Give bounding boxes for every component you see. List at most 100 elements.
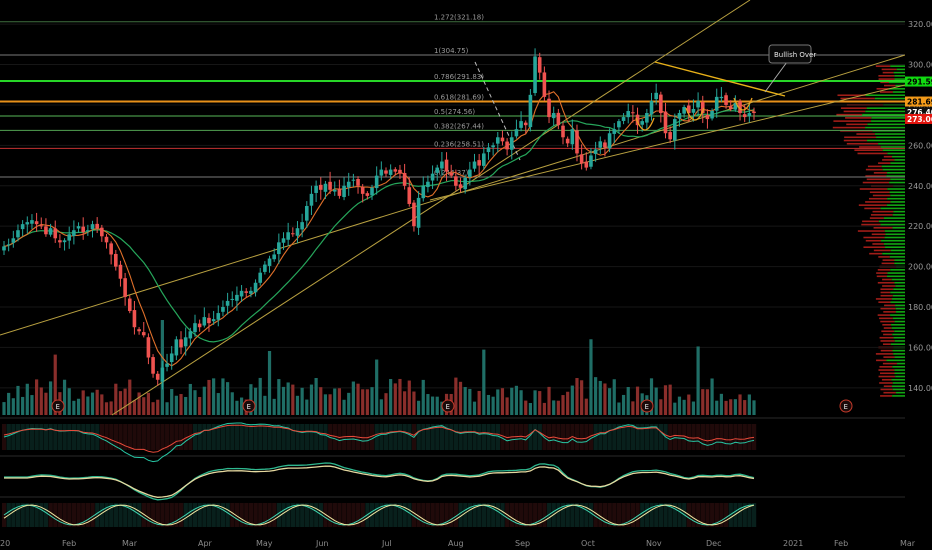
osc1-background (109, 424, 114, 450)
profile-bar-up (874, 133, 905, 135)
profile-bar-down (867, 165, 882, 168)
profile-bar-down (845, 117, 872, 119)
osc1-background (76, 424, 81, 450)
osc3-background (62, 503, 67, 527)
osc3-background (253, 503, 258, 527)
profile-bar-up (892, 395, 905, 397)
volume-bar (384, 393, 388, 415)
osc1-background (253, 424, 258, 450)
trend-line-steep (111, 0, 751, 416)
osc1-background (658, 424, 664, 450)
osc1-background (439, 424, 445, 450)
osc3-background (430, 503, 435, 527)
profile-bar-up (890, 201, 905, 203)
volume-bar (659, 399, 663, 415)
profile-bar-down (878, 162, 891, 164)
earnings-marker-label: E (247, 403, 251, 411)
candle-body (337, 189, 342, 196)
volume-bar (216, 393, 220, 415)
osc3-background (579, 503, 584, 527)
candle-body (169, 353, 174, 363)
profile-bar-down (884, 84, 896, 87)
volume-bar (547, 386, 551, 415)
candle-body (132, 310, 137, 328)
time-label: Dec (706, 539, 721, 548)
candle-body (649, 100, 654, 115)
trend-line-support (429, 84, 906, 201)
profile-bar-down (840, 97, 875, 100)
candle-body (235, 294, 239, 301)
osc3-background (528, 503, 533, 527)
osc3-background (295, 503, 300, 527)
profile-bar-down (869, 252, 883, 255)
candle-body (458, 184, 463, 188)
profile-bar-up (884, 236, 905, 239)
volume-bar (705, 389, 710, 415)
osc3-background (752, 503, 757, 527)
osc1-background (211, 424, 216, 450)
volume-bar (696, 346, 700, 415)
osc3-background (439, 503, 445, 527)
candle-body (123, 278, 127, 297)
volume-bar (458, 381, 463, 415)
volume-bar (472, 401, 477, 415)
profile-bar-down (880, 388, 893, 391)
candle-body (468, 169, 472, 178)
profile-bar-up (893, 353, 905, 355)
callout-text: Bullish Over (774, 51, 816, 59)
osc1-background (179, 424, 184, 450)
osc3-background (509, 503, 514, 527)
volume-bar (379, 399, 383, 415)
profile-bar-down (880, 372, 895, 375)
candle-body (291, 233, 295, 235)
candle-body (659, 94, 663, 114)
candle-body (342, 185, 346, 198)
osc1-background (584, 424, 589, 450)
osc1-background (752, 424, 757, 450)
volume-bar (142, 397, 146, 415)
volume-bar (663, 385, 668, 415)
candle-body (677, 113, 682, 119)
profile-bar-down (876, 359, 887, 362)
osc1-background (528, 424, 533, 450)
earnings-marker-label: E (645, 403, 649, 411)
osc3-background (81, 503, 86, 527)
osc1-background (393, 424, 398, 450)
callout-box (768, 44, 812, 64)
fib-label: 0.5(274.56) (434, 108, 475, 116)
candle-body (225, 300, 230, 306)
profile-bar-up (896, 362, 905, 365)
osc3-background (425, 503, 431, 527)
osc1-background (607, 424, 612, 450)
candle-body (435, 167, 440, 173)
profile-bar-up (867, 123, 905, 126)
osc1-background (714, 424, 719, 450)
candle-body (603, 142, 607, 148)
profile-bar-down (883, 311, 896, 313)
profile-bar-up (894, 369, 905, 371)
profile-bar-down (863, 236, 885, 239)
profile-bar-up (889, 191, 905, 194)
profile-bar-up (892, 388, 905, 391)
earnings-marker (640, 399, 654, 413)
candle-body (328, 181, 332, 190)
osc1-background (351, 424, 356, 450)
osc1-background (295, 424, 300, 450)
profile-bar-down (879, 336, 894, 339)
profile-bar-up (862, 113, 905, 116)
osc1-background (677, 424, 682, 450)
candle-body (318, 184, 323, 190)
osc1-background (230, 424, 235, 450)
osc3-background (67, 503, 72, 527)
candle-body (25, 222, 30, 225)
osc1-background (700, 424, 705, 450)
candle-body (710, 111, 714, 119)
candle-body (2, 246, 6, 251)
time-label: Feb (62, 539, 76, 548)
volume-bar (393, 383, 397, 415)
osc1-background (593, 424, 598, 450)
volume-bar (701, 389, 705, 415)
candle-body (561, 125, 565, 138)
volume-bar (733, 399, 737, 415)
